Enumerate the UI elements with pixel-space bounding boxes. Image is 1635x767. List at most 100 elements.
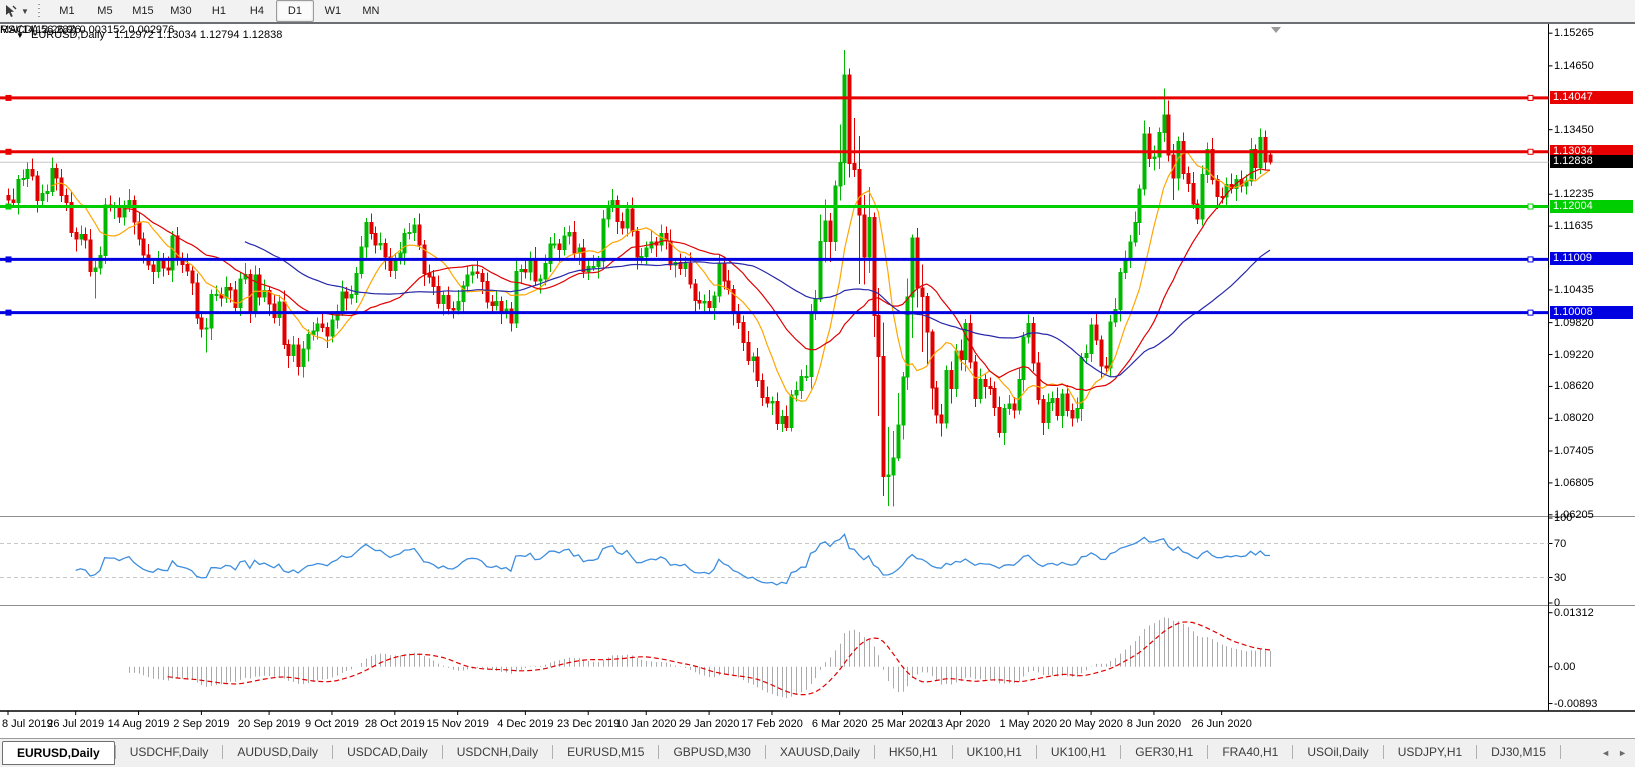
price-axis-tick: 0.00 [1554, 660, 1576, 673]
chart-tab-eurusd-daily[interactable]: EURUSD,Daily [2, 741, 115, 765]
tab-separator [1292, 745, 1294, 759]
chart-symbol-label: EURUSD,Daily [30, 29, 105, 41]
tab-separator [1207, 745, 1209, 759]
chart-tab-ger30-h1[interactable]: GER30,H1 [1135, 745, 1194, 759]
time-axis-label: 15 Nov 2019 [426, 718, 489, 730]
price-axis-tick: 1.06805 [1554, 476, 1594, 489]
chart-shift-marker-icon[interactable] [1271, 27, 1281, 33]
price-axis-tick: 1.10435 [1554, 283, 1594, 296]
price-axis-tick: 1.11635 [1554, 220, 1593, 233]
price-line-label: 1.14047 [1550, 90, 1633, 104]
timeframe-buttons: M1 M5 M15 M30 H1 H4 D1 W1 MN [48, 0, 390, 22]
timeframe-button-d1[interactable]: D1 [275, 0, 314, 22]
price-axis-tick: 0 [1554, 597, 1561, 609]
price-axis-tick: 1.09220 [1554, 348, 1594, 361]
tab-separator [332, 745, 334, 759]
tab-separator [552, 745, 554, 759]
chart-title: ▼ EURUSD,Daily 1.12972 1.13034 1.12794 1… [16, 29, 282, 41]
time-axis-label: 26 Jul 2019 [47, 718, 105, 730]
timeframe-button-m30[interactable]: M30 [170, 5, 192, 17]
chart-tab-usoil-daily[interactable]: USOil,Daily [1307, 745, 1369, 759]
time-axis-label: 9 Oct 2019 [305, 718, 359, 730]
price-axis-tick: 0.01312 [1554, 606, 1594, 619]
price-axis-tick: 1.14650 [1554, 59, 1594, 72]
price-axis-tick: 70 [1554, 537, 1567, 550]
tab-scroll-right-icon[interactable]: ► [1618, 748, 1627, 758]
tab-separator [1120, 745, 1122, 759]
time-axis-label: 1 May 2020 [999, 718, 1057, 730]
time-axis-label: 17 Feb 2020 [741, 718, 803, 730]
chart-canvas[interactable] [0, 24, 1635, 740]
price-axis-tick: 1.15265 [1554, 27, 1594, 40]
time-axis-label: 25 Mar 2020 [871, 718, 934, 730]
price-line-label: 1.10008 [1550, 305, 1633, 319]
chart-tab-usdchf-daily[interactable]: USDCHF,Daily [129, 745, 209, 759]
macd-indicator-label: MACD(12,26,9) 0.003152 0.002976 [0, 24, 175, 36]
chart-tab-uk100-h1[interactable]: UK100,H1 [966, 745, 1022, 759]
chart-tab-eurusd-m15[interactable]: EURUSD,M15 [567, 745, 645, 759]
toolbar-drag-handle[interactable] [36, 3, 42, 19]
time-axis-label: 8 Jun 2020 [1126, 718, 1182, 730]
price-axis-tick: 1.06205 [1554, 508, 1594, 521]
tab-separator [873, 745, 875, 759]
timeframe-button-m15[interactable]: M15 [132, 5, 154, 17]
chart-tab-fra40-h1[interactable]: FRA40,H1 [1222, 745, 1279, 759]
timeframe-button-h1[interactable]: H1 [211, 5, 226, 17]
tab-separator [1035, 745, 1037, 759]
tab-separator [1476, 745, 1478, 759]
chart-tab-usdcad-daily[interactable]: USDCAD,Daily [347, 745, 428, 759]
timeframe-button-w1[interactable]: W1 [324, 5, 342, 17]
chart-ohlc-values: 1.12972 1.13034 1.12794 1.12838 [114, 29, 283, 41]
rsi-indicator-label: RSI(14) 56.2826 [0, 24, 81, 36]
price-line-label: 1.11009 [1550, 252, 1633, 266]
chart-tab-usdjpy-h1[interactable]: USDJPY,H1 [1397, 745, 1463, 759]
chart-tab-audusd-daily[interactable]: AUDUSD,Daily [237, 745, 319, 759]
price-axis-tick: 1.13450 [1554, 123, 1594, 136]
tab-separator [764, 745, 766, 759]
time-axis-label: 26 Jun 2020 [1191, 718, 1252, 730]
chart-tabs-bar: EURUSD,Daily USDCHF,Daily AUDUSD,Daily USDC… [0, 738, 1635, 767]
price-axis-tick: 1.07405 [1554, 445, 1594, 457]
price-axis[interactable]: 1.15265 1.14650 1.13450 1.12235 1.11635 1.104… [1549, 24, 1635, 714]
chart-tab-uk100-h1[interactable]: UK100,H1 [1050, 745, 1107, 759]
tab-separator [1382, 745, 1384, 759]
timeframe-button-m1[interactable]: M1 [59, 5, 75, 17]
tab-separator [1559, 745, 1561, 759]
price-line-label: 1.13034 [1550, 144, 1633, 158]
tab-separator [951, 745, 953, 759]
cursor-icon [6, 5, 17, 17]
price-axis-tick: 100 [1554, 512, 1573, 524]
tab-separator [222, 745, 224, 759]
timeframe-button-m5[interactable]: M5 [97, 5, 113, 17]
time-axis-label: 28 Oct 2019 [364, 718, 425, 730]
symbol-dropdown-icon[interactable]: ▼ [16, 31, 24, 40]
price-axis-tick: 1.12235 [1554, 188, 1594, 201]
time-axis-label: 2 Sep 2019 [173, 718, 230, 730]
time-axis-label: 10 Jan 2020 [615, 718, 677, 730]
timeframe-button-h4[interactable]: H4 [249, 5, 264, 17]
tab-scroll-left-icon[interactable]: ◄ [1601, 748, 1611, 758]
cursor-tool-button[interactable]: ▼ [0, 0, 35, 22]
chart-tab-hk50-h1[interactable]: HK50,H1 [888, 745, 938, 759]
time-axis-label: 14 Aug 2019 [107, 718, 170, 730]
chart-tab-usdcnh-daily[interactable]: USDCNH,Daily [456, 745, 539, 759]
price-axis-tick: 1.09820 [1554, 316, 1594, 329]
time-axis-label: 20 Sep 2019 [237, 718, 301, 730]
chart-tab-dj30-m15[interactable]: DJ30,M15 [1491, 745, 1546, 759]
chart-window: ▼ EURUSD,Daily 1.12972 1.13034 1.12794 1… [0, 22, 1635, 738]
chart-tab-xauusd-daily[interactable]: XAUUSD,Daily [779, 745, 860, 759]
timeframe-toolbar: ▼ M1 M5 M15 M30 H1 H4 D1 W1 MN [0, 0, 1635, 23]
tab-separator [441, 745, 443, 759]
time-axis-label: 4 Dec 2019 [497, 718, 554, 730]
price-line-label: 1.12838 [1550, 155, 1633, 169]
time-axis-label: 29 Jan 2020 [678, 718, 740, 730]
price-axis-tick: 1.08020 [1554, 412, 1594, 425]
time-axis-label: 23 Dec 2019 [557, 718, 620, 730]
time-axis-label: 13 Apr 2020 [930, 718, 991, 730]
time-axis-label: 20 May 2020 [1059, 718, 1123, 730]
timeframe-button-mn[interactable]: MN [362, 5, 380, 17]
time-axis-label: 8 Jul 2019 [2, 718, 53, 730]
chart-tab-gbpusd-m30[interactable]: GBPUSD,M30 [673, 745, 751, 759]
tab-separator [114, 745, 116, 759]
